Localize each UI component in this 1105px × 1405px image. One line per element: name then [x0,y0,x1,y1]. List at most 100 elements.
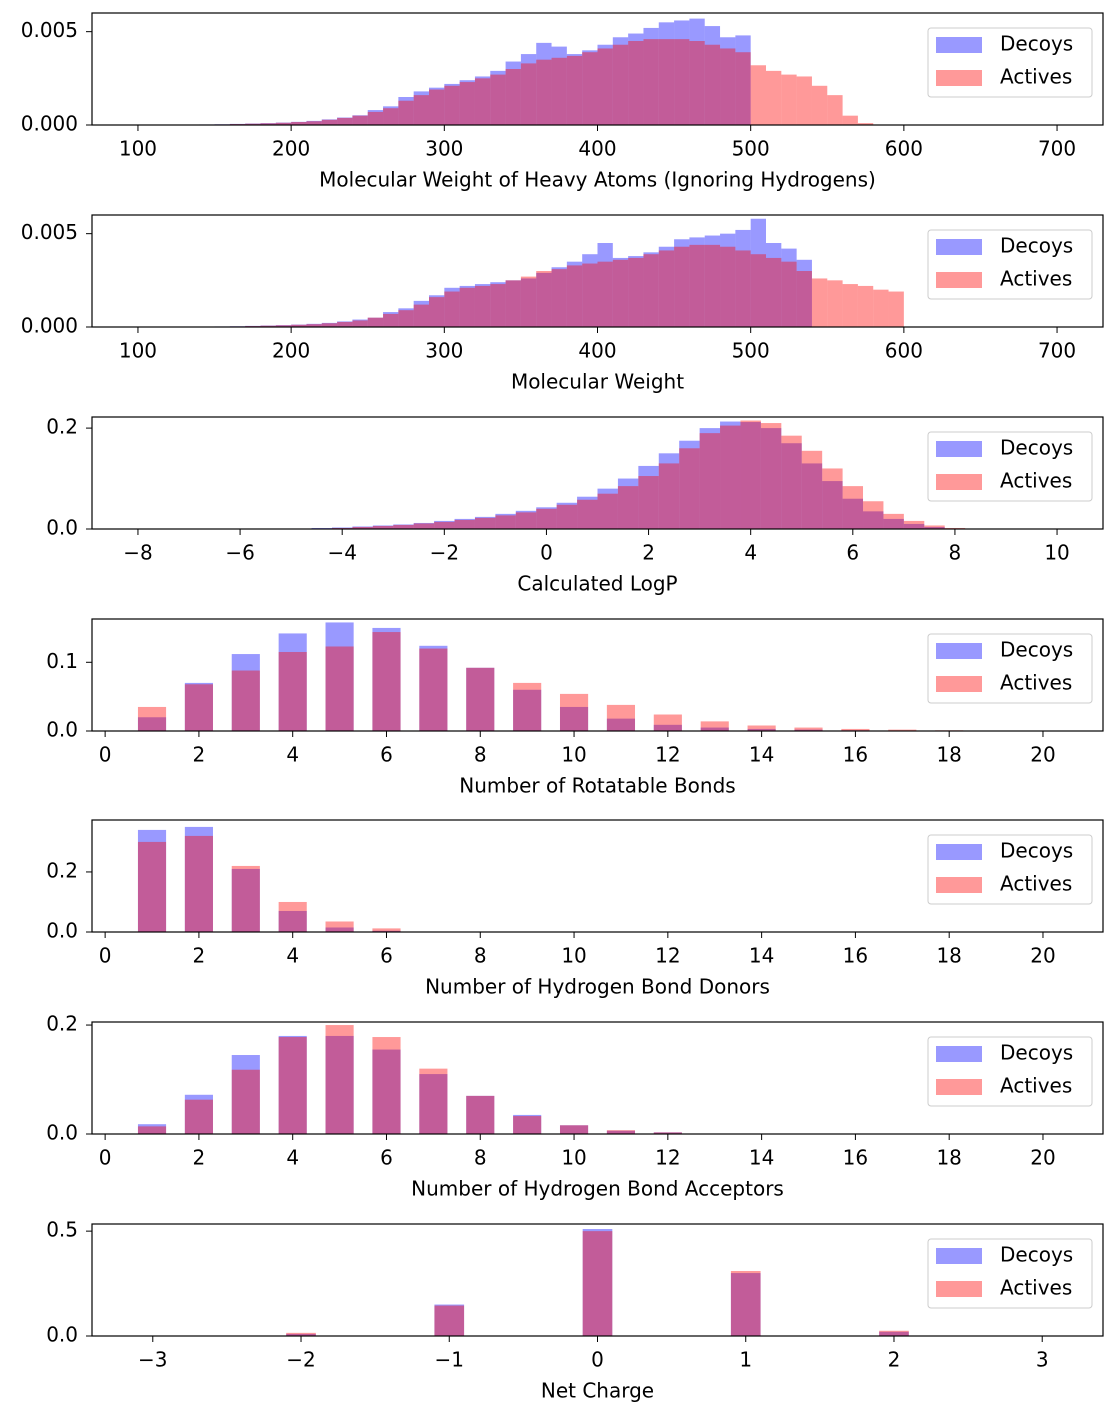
x-axis-label: Number of Rotatable Bonds [459,774,735,798]
bar [393,524,414,529]
x-tick-label: 10 [561,944,586,968]
y-tick-label: 0.005 [21,18,78,42]
bar [372,627,401,731]
bar [413,95,429,125]
bar [291,122,307,125]
x-tick-label: 18 [936,944,961,968]
bar [520,278,537,327]
bar [367,317,384,327]
bar [490,284,506,327]
x-tick-label: 18 [936,1146,961,1170]
bar [689,41,705,125]
bar [606,718,636,731]
plot-frame [91,618,1104,732]
bar [679,448,700,529]
bar [337,117,353,125]
bar [260,325,276,327]
x-tick-label: 12 [655,944,680,968]
legend-label: Decoys [1000,638,1073,662]
x-tick-label: 10 [561,743,586,767]
bar [766,70,782,125]
bar [505,280,521,327]
bar [137,1124,167,1134]
x-tick-label: 2 [193,1146,206,1170]
bar [873,289,889,327]
x-tick-label: 6 [380,743,393,767]
legend-label: Decoys [1000,32,1073,56]
x-tick-label: 0 [99,1146,112,1170]
bar [700,727,729,731]
legend-swatch [936,844,982,860]
x-tick-label: 12 [655,743,680,767]
x-tick-label: 4 [286,1146,299,1170]
panel: 0 2 4 6 8 10 12 14 16 18 20 0.0 0.2 Number of Hydroge… [46,1012,1104,1201]
bar [689,244,705,327]
bar [398,310,414,327]
bar [766,257,782,327]
bar [628,257,644,327]
plot-frame [91,1021,1104,1135]
x-tick-label: 18 [936,743,961,767]
x-tick-label: 10 [1044,541,1069,565]
bar [781,435,802,529]
x-tick-label: 0 [540,541,553,565]
bar [857,123,874,125]
panel: −3 −2 −1 0 1 2 3 0.0 0.5 Net Charge Decoys Actives [46,1218,1104,1403]
bar [556,502,578,529]
bar [306,323,322,327]
bar [842,115,858,125]
bar [466,667,495,731]
bar [444,85,460,125]
bar [260,325,276,327]
bar [429,297,445,327]
bar [231,868,260,932]
bar [231,865,260,932]
legend-label: Actives [1000,469,1072,493]
bar [413,523,435,529]
bar [495,513,516,529]
bar [505,280,521,327]
bar [513,689,542,731]
bar [638,476,659,529]
bar [536,508,557,529]
y-tick-label: 0.2 [46,858,78,882]
bar [863,511,884,529]
bar [760,423,782,529]
bar [653,1132,682,1134]
x-tick-label: 400 [578,339,616,363]
bar [903,520,925,529]
x-tick-label: 300 [425,137,463,161]
bar [337,321,353,327]
bar [393,524,414,529]
bar [674,246,690,327]
x-tick-label: 2 [193,944,206,968]
legend-label: Actives [1000,267,1072,291]
bar [796,271,812,327]
bar [434,520,455,529]
bar [429,295,445,327]
bar [551,267,567,327]
bar [398,100,414,125]
x-tick-label: 200 [272,137,310,161]
bar [278,910,307,932]
bar [556,504,578,529]
bar [278,651,307,731]
legend-frame [927,229,1093,300]
bar [137,1126,167,1134]
legend-label: Decoys [1000,1243,1073,1267]
bar [781,261,797,327]
bar [720,48,736,125]
bar [827,95,843,125]
bar [275,122,292,125]
bar [643,27,659,125]
bar [863,501,884,529]
bar [184,1094,213,1134]
x-tick-label: 3 [1036,1348,1049,1372]
bar [658,250,675,327]
legend: Decoys Actives [927,633,1093,704]
x-tick-label: 20 [1030,1146,1055,1170]
bar [372,1049,401,1134]
bar [505,69,521,125]
x-tick-label: 100 [119,137,157,161]
bar [653,1132,682,1134]
